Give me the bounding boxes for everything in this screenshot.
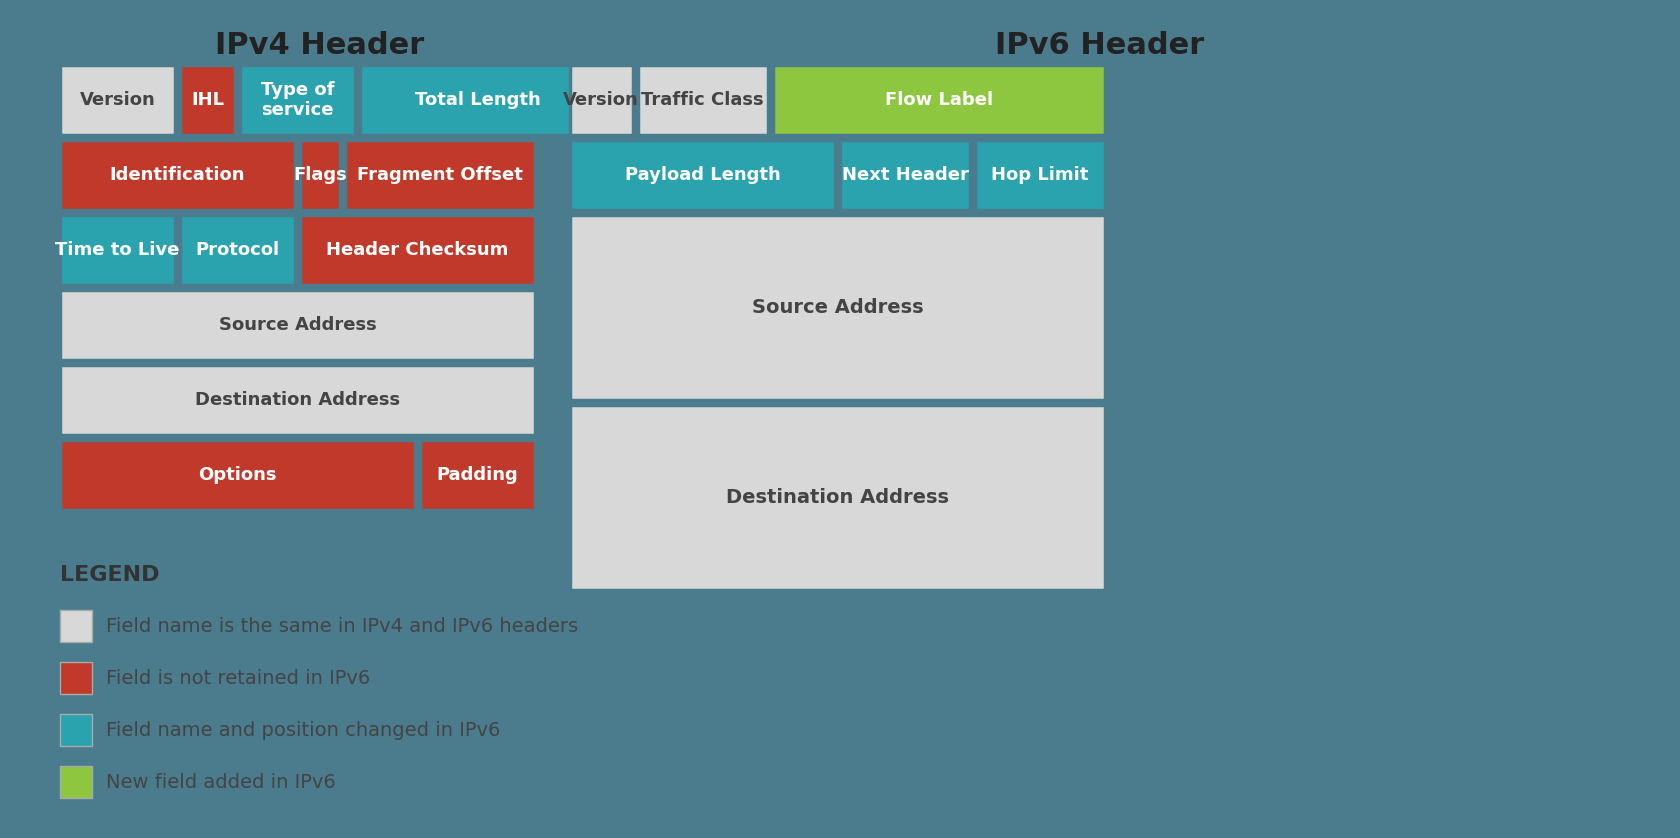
FancyBboxPatch shape xyxy=(773,65,1105,135)
FancyBboxPatch shape xyxy=(60,290,534,360)
Text: LEGEND: LEGEND xyxy=(60,565,160,585)
FancyBboxPatch shape xyxy=(60,662,92,694)
FancyBboxPatch shape xyxy=(344,140,534,210)
Text: New field added in IPv6: New field added in IPv6 xyxy=(106,773,336,792)
Text: IPv6 Header: IPv6 Header xyxy=(995,30,1205,59)
Text: IHL: IHL xyxy=(192,91,223,109)
Text: IPv4 Header: IPv4 Header xyxy=(215,30,425,59)
Text: Fragment Offset: Fragment Offset xyxy=(358,166,522,184)
FancyBboxPatch shape xyxy=(60,215,175,285)
Text: Field name is the same in IPv4 and IPv6 headers: Field name is the same in IPv4 and IPv6 … xyxy=(106,617,578,635)
FancyBboxPatch shape xyxy=(570,215,1105,400)
FancyBboxPatch shape xyxy=(180,65,235,135)
FancyBboxPatch shape xyxy=(570,65,632,135)
FancyBboxPatch shape xyxy=(60,714,92,746)
Text: Payload Length: Payload Length xyxy=(625,166,781,184)
Text: Traffic Class: Traffic Class xyxy=(642,91,764,109)
FancyBboxPatch shape xyxy=(301,140,339,210)
FancyBboxPatch shape xyxy=(240,65,354,135)
Text: Padding: Padding xyxy=(437,466,519,484)
FancyBboxPatch shape xyxy=(570,405,1105,590)
FancyBboxPatch shape xyxy=(60,65,175,135)
Text: Flow Label: Flow Label xyxy=(885,91,993,109)
Text: Type of
service: Type of service xyxy=(260,80,334,119)
Text: Destination Address: Destination Address xyxy=(195,391,400,409)
Text: Next Header: Next Header xyxy=(842,166,968,184)
FancyBboxPatch shape xyxy=(637,65,768,135)
Text: Total Length: Total Length xyxy=(415,91,541,109)
Text: Field is not retained in IPv6: Field is not retained in IPv6 xyxy=(106,669,370,687)
Text: Source Address: Source Address xyxy=(218,316,376,334)
Text: Version: Version xyxy=(563,91,638,109)
FancyBboxPatch shape xyxy=(60,610,92,642)
Text: Version: Version xyxy=(79,91,155,109)
FancyBboxPatch shape xyxy=(60,766,92,798)
FancyBboxPatch shape xyxy=(420,440,534,510)
FancyBboxPatch shape xyxy=(180,215,296,285)
FancyBboxPatch shape xyxy=(60,440,415,510)
Text: Options: Options xyxy=(198,466,277,484)
Text: Flags: Flags xyxy=(292,166,346,184)
Text: Destination Address: Destination Address xyxy=(726,488,949,507)
Text: Source Address: Source Address xyxy=(751,298,924,317)
FancyBboxPatch shape xyxy=(974,140,1105,210)
Text: Hop Limit: Hop Limit xyxy=(991,166,1089,184)
FancyBboxPatch shape xyxy=(840,140,969,210)
FancyBboxPatch shape xyxy=(570,140,835,210)
Text: Protocol: Protocol xyxy=(195,241,279,259)
FancyBboxPatch shape xyxy=(60,140,296,210)
FancyBboxPatch shape xyxy=(360,65,595,135)
Text: Field name and position changed in IPv6: Field name and position changed in IPv6 xyxy=(106,721,501,739)
Text: Header Checksum: Header Checksum xyxy=(326,241,509,259)
FancyBboxPatch shape xyxy=(60,365,534,435)
Text: Time to Live: Time to Live xyxy=(55,241,180,259)
FancyBboxPatch shape xyxy=(301,215,534,285)
Text: Identification: Identification xyxy=(109,166,245,184)
